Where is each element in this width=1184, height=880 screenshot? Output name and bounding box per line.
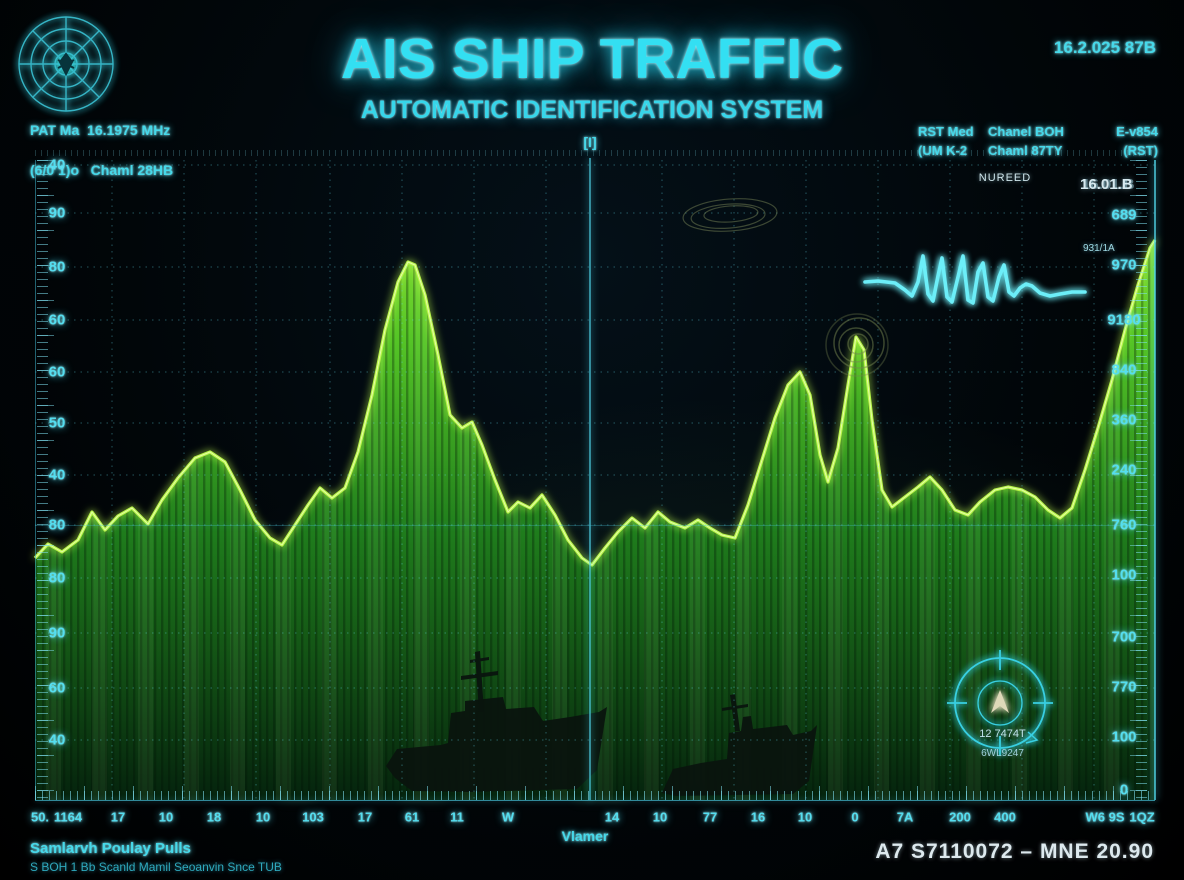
axis-tick-label: 1164 xyxy=(54,810,82,825)
right-status-panel: RST Med Chanel BOH E-v854 (UM K-2 Chaml … xyxy=(918,122,1158,160)
axis-tick-label: 90 xyxy=(49,205,66,222)
bottom-axis-line xyxy=(35,800,1155,801)
status-row: RST Med Chanel BOH E-v854 xyxy=(918,122,1158,141)
axis-tick-label: 200 xyxy=(949,810,971,825)
axis-tick-label: 77 xyxy=(703,810,717,825)
axis-tick-label: 100 xyxy=(1111,567,1136,584)
axis-tick-label: 400 xyxy=(994,810,1016,825)
axis-tick-label: 7A xyxy=(897,810,914,825)
right-small-label: 931/1A xyxy=(1083,243,1115,254)
page-subtitle: AUTOMATIC IDENTIFICATION SYSTEM xyxy=(0,96,1184,125)
status-row: (UM K-2 Chaml 87TY (RST) xyxy=(918,141,1158,160)
axis-tick-label: 80 xyxy=(49,259,66,276)
axis-tick-label: 60 xyxy=(49,364,66,381)
code-readout: (RST) xyxy=(1093,141,1158,160)
left-axis-line xyxy=(35,160,36,800)
axis-tick-label: 760 xyxy=(1111,517,1136,534)
code-readout: E-v854 xyxy=(1093,122,1158,141)
axis-tick-label: 18 xyxy=(207,810,221,825)
mode-readout: RST Med xyxy=(918,122,988,141)
axis-tick-label: 360 xyxy=(1111,412,1136,429)
axis-tick-label: 10 xyxy=(653,810,667,825)
axis-tick-label: 1QZ xyxy=(1129,810,1154,825)
axis-tick-label: W xyxy=(502,810,514,825)
axis-tick-label: 700 xyxy=(1111,629,1136,646)
axis-tick-label: W6 9S xyxy=(1085,810,1124,825)
channel-readout: Chaml 87TY xyxy=(988,141,1093,160)
axis-tick-label: 61 xyxy=(405,810,419,825)
axis-tick-label: 50 xyxy=(49,415,66,432)
axis-tick-label: 103 xyxy=(302,810,324,825)
axis-tick-label: 100 xyxy=(1111,729,1136,746)
page-title: AIS SHIP TRAFFIC xyxy=(0,26,1184,92)
axis-tick-label: 60 xyxy=(49,312,66,329)
axis-tick-label: 40 xyxy=(49,732,66,749)
right-axis-line xyxy=(1154,160,1156,800)
footer-station-details: S BOH 1 Bb Scanld Mamil Seoanvin Snce TU… xyxy=(30,860,282,874)
datetime-code: 16.2.025 87B xyxy=(1054,38,1156,58)
axis-tick-label: 80 xyxy=(49,517,66,534)
axis-tick-label: 970 xyxy=(1111,257,1136,274)
x-axis-title: Vlamer xyxy=(562,828,609,844)
axis-tick-label: 16 xyxy=(751,810,765,825)
channel-readout: Chanel BOH xyxy=(988,122,1093,141)
axis-tick-label: 10 xyxy=(798,810,812,825)
axis-tick-label: 90 xyxy=(49,625,66,642)
axis-tick-label: 240 xyxy=(1111,462,1136,479)
axis-tick-label: 10 xyxy=(256,810,270,825)
center-marker: [I] xyxy=(570,134,610,150)
ellipse-sketch-icon xyxy=(682,196,778,234)
axis-tick-label: 40 xyxy=(49,467,66,484)
axis-tick-label: 50. xyxy=(31,810,49,825)
footer-reference-code: A7 S7110072 – MNE 20.90 xyxy=(875,840,1154,864)
axis-tick-label: 9180 xyxy=(1107,312,1140,329)
scale-code-label: 16.01.B xyxy=(1080,176,1133,193)
target-code-label: 6WL9247 xyxy=(950,748,1055,759)
axis-tick-label: 0 xyxy=(851,810,858,825)
frequency-readout: PAT Ma 16.1975 MHz xyxy=(30,122,170,138)
mode-readout: (UM K-2 xyxy=(918,141,988,160)
axis-tick-label: 17 xyxy=(358,810,372,825)
target-id-label: 12 7474T xyxy=(955,728,1050,740)
axis-tick-label: 11 xyxy=(450,810,464,825)
axis-tick-label: 0 xyxy=(1120,782,1128,799)
pulse-waveform xyxy=(865,256,1085,303)
ais-traffic-screen: { "app": { "title": "AIS SHIP TRAFFIC", … xyxy=(0,0,1184,880)
axis-tick-label: 14 xyxy=(605,810,619,825)
axis-tick-label: 770 xyxy=(1111,679,1136,696)
axis-tick-label: 60 xyxy=(49,680,66,697)
axis-tick-label: 840 xyxy=(1111,362,1136,379)
axis-tick-label: 689 xyxy=(1111,207,1136,224)
footer-station-name: Samlarvh Poulay Pulls xyxy=(30,840,191,857)
axis-tick-label: 40 xyxy=(49,157,66,174)
axis-tick-label: 17 xyxy=(111,810,125,825)
mid-reference-line xyxy=(35,525,1155,526)
nureed-label: NUREED xyxy=(960,172,1050,184)
axis-tick-label: 10 xyxy=(159,810,173,825)
bottom-ruler-major-ticks xyxy=(35,786,1155,800)
center-reference-line xyxy=(589,158,591,800)
axis-tick-label: 80 xyxy=(49,570,66,587)
